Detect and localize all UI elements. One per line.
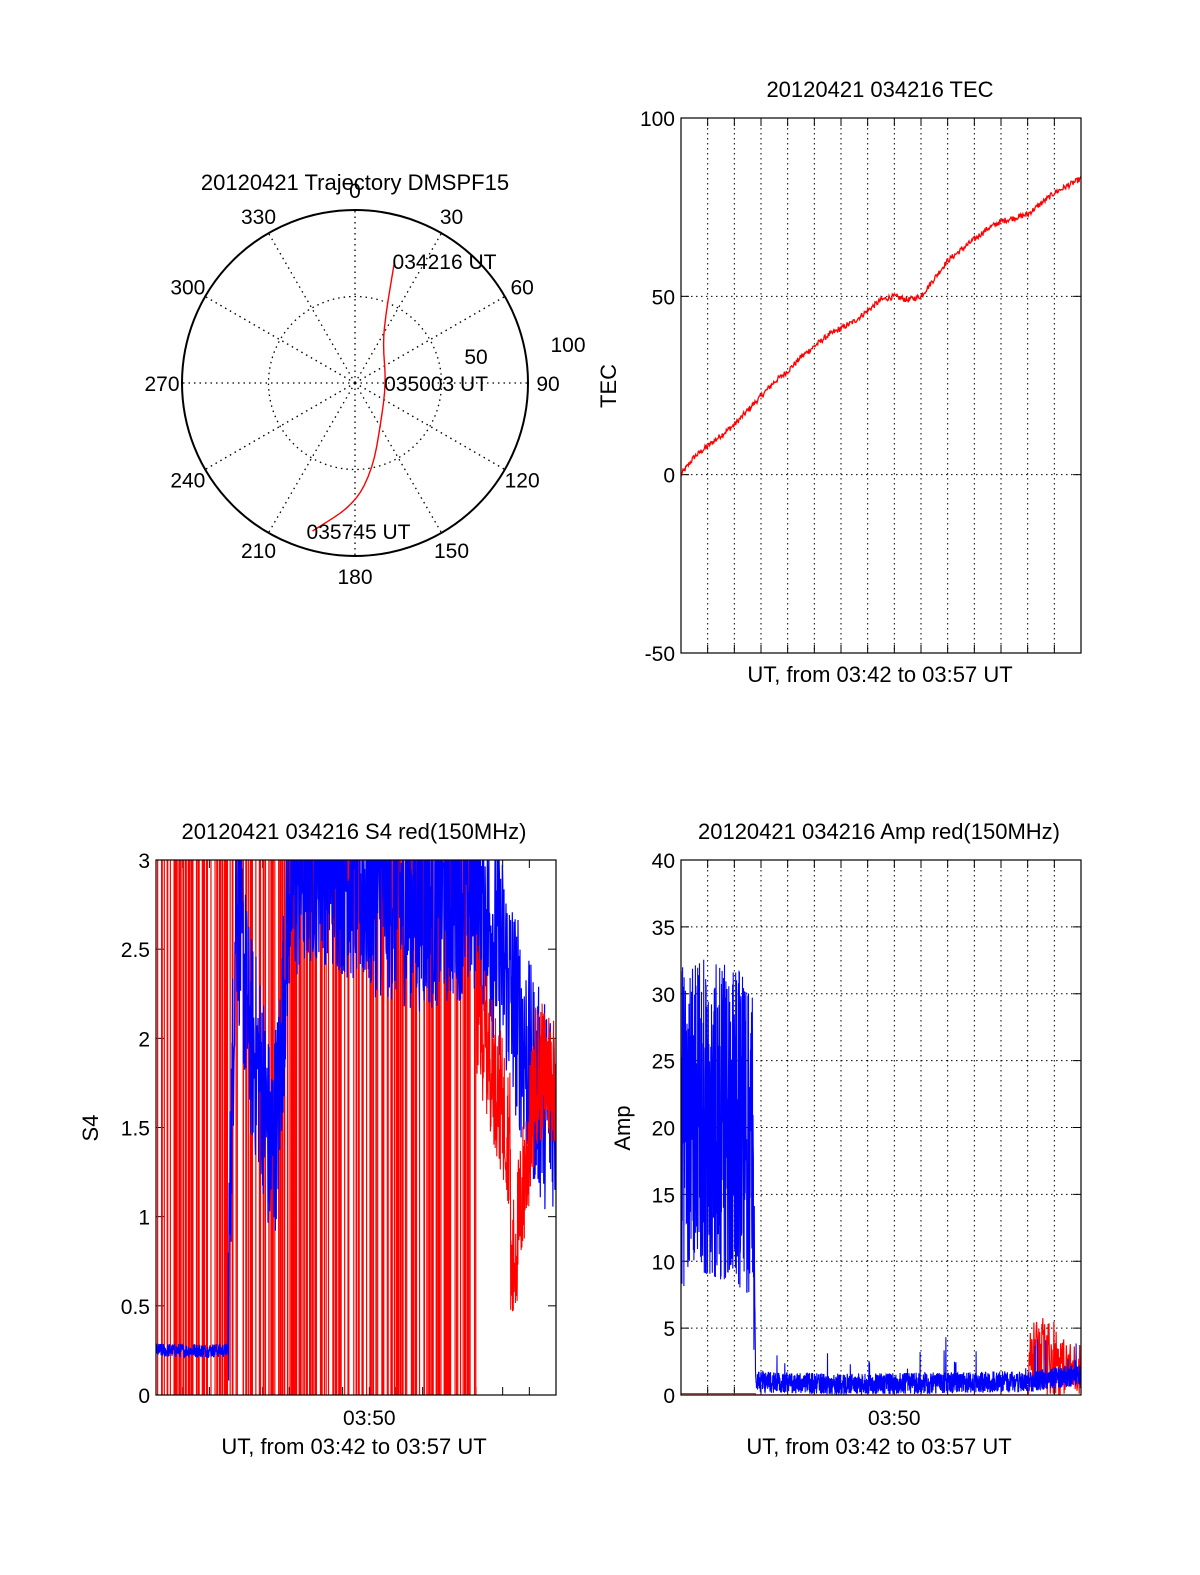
tec-ylabel: TEC bbox=[596, 364, 621, 408]
x-tick-label: 03:50 bbox=[868, 1407, 921, 1430]
polar-angle-label: 180 bbox=[337, 566, 372, 589]
polar-spoke bbox=[267, 232, 356, 384]
radius-label-50: 50 bbox=[464, 346, 487, 369]
x-tick-label: 03:50 bbox=[343, 1407, 396, 1430]
radius-label-100: 100 bbox=[550, 334, 585, 357]
polar-angle-label: 300 bbox=[170, 277, 205, 300]
polar-angle-label: 120 bbox=[505, 470, 540, 493]
polar-angle-label: 30 bbox=[440, 206, 463, 229]
s4-blue-line bbox=[156, 860, 556, 1381]
polar-spoke bbox=[354, 232, 443, 384]
polar-spoke bbox=[354, 382, 443, 534]
y-tick-label: 1 bbox=[138, 1207, 150, 1230]
s4-red-line bbox=[475, 934, 556, 1312]
polar-angle-label: 330 bbox=[241, 206, 276, 229]
polar-spoke bbox=[354, 382, 506, 471]
trajectory-line bbox=[312, 261, 396, 532]
trajectory-polar-plot: 20120421 Trajectory DMSPF15 0 30 60 90 120 15… bbox=[144, 170, 585, 589]
amp-plot: 20120421 034216 Amp red(150MHz) UT, from… bbox=[610, 819, 1082, 1459]
tec-plot: 20120421 034216 TEC UT, from 03:42 to 03… bbox=[596, 77, 1082, 687]
y-tick-label: 5 bbox=[663, 1318, 675, 1341]
polar-grid bbox=[181, 209, 529, 557]
polar-outer-ring bbox=[181, 209, 529, 557]
polar-angle-label: 0 bbox=[349, 180, 361, 203]
polar-spoke bbox=[267, 382, 356, 534]
polar-spoke bbox=[204, 295, 356, 384]
polar-angle-label: 270 bbox=[144, 373, 179, 396]
y-tick-label: 15 bbox=[652, 1184, 675, 1207]
amp-title: 20120421 034216 Amp red(150MHz) bbox=[698, 819, 1060, 844]
y-tick-label: 3 bbox=[138, 850, 150, 873]
tec-frame bbox=[680, 117, 1082, 654]
s4-frame bbox=[155, 859, 557, 1396]
amp-xlabel: UT, from 03:42 to 03:57 UT bbox=[746, 1434, 1011, 1459]
y-tick-label: 30 bbox=[652, 984, 675, 1007]
y-tick-label: 1.5 bbox=[121, 1118, 150, 1141]
polar-title: 20120421 Trajectory DMSPF15 bbox=[201, 170, 509, 195]
s4-ylabel: S4 bbox=[78, 1115, 103, 1142]
y-tick-label: 2.5 bbox=[121, 939, 150, 962]
y-tick-label: 0 bbox=[663, 1385, 675, 1408]
y-tick-label: 0 bbox=[663, 465, 675, 488]
tec-grid bbox=[681, 117, 1081, 654]
polar-trajectory bbox=[312, 261, 396, 532]
amp-blue-line bbox=[681, 959, 1081, 1395]
tec-series-line bbox=[681, 176, 1081, 477]
amp-frame bbox=[680, 859, 1082, 1396]
y-tick-label: 100 bbox=[640, 108, 675, 131]
polar-ring-50 bbox=[267, 295, 443, 471]
s4-xlabel: UT, from 03:42 to 03:57 UT bbox=[221, 1434, 486, 1459]
y-tick-label: 10 bbox=[652, 1251, 675, 1274]
trajectory-time-label: 034216 UT bbox=[393, 251, 497, 274]
amp-red-line bbox=[681, 1318, 1081, 1395]
y-tick-label: 2 bbox=[138, 1028, 150, 1051]
amp-ylabel: Amp bbox=[610, 1105, 635, 1150]
y-tick-label: 20 bbox=[652, 1118, 675, 1141]
trajectory-time-label: 035003 UT bbox=[384, 373, 488, 396]
polar-spoke bbox=[204, 382, 356, 471]
polar-angle-label: 210 bbox=[241, 540, 276, 563]
tec-title: 20120421 034216 TEC bbox=[766, 77, 993, 102]
polar-spoke bbox=[354, 295, 506, 384]
polar-angle-label: 60 bbox=[510, 277, 533, 300]
amp-xticks: 03:50 bbox=[707, 860, 1055, 1430]
y-tick-label: 40 bbox=[652, 850, 675, 873]
polar-angle-label: 240 bbox=[170, 470, 205, 493]
tec-xlabel: UT, from 03:42 to 03:57 UT bbox=[747, 662, 1012, 687]
tec-yticks: -50 0 50 100 bbox=[640, 108, 1081, 666]
s4-plot: 20120421 034216 S4 red(150MHz) UT, from … bbox=[78, 819, 557, 1459]
s4-title: 20120421 034216 S4 red(150MHz) bbox=[182, 819, 527, 844]
polar-annotations: 034216 UT 035003 UT 035745 UT bbox=[307, 251, 497, 544]
trajectory-time-label: 035745 UT bbox=[307, 521, 411, 544]
y-tick-label: 50 bbox=[652, 286, 675, 309]
y-tick-label: 0.5 bbox=[121, 1296, 150, 1319]
y-tick-label: -50 bbox=[645, 643, 675, 666]
polar-angle-label: 90 bbox=[536, 373, 559, 396]
polar-angle-labels: 0 30 60 90 120 150 180 210 240 270 300 330 bbox=[144, 180, 559, 589]
y-tick-label: 0 bbox=[138, 1385, 150, 1408]
polar-angle-label: 150 bbox=[434, 540, 469, 563]
tec-xticks bbox=[707, 118, 1055, 653]
y-tick-label: 25 bbox=[652, 1051, 675, 1074]
y-tick-label: 35 bbox=[652, 917, 675, 940]
